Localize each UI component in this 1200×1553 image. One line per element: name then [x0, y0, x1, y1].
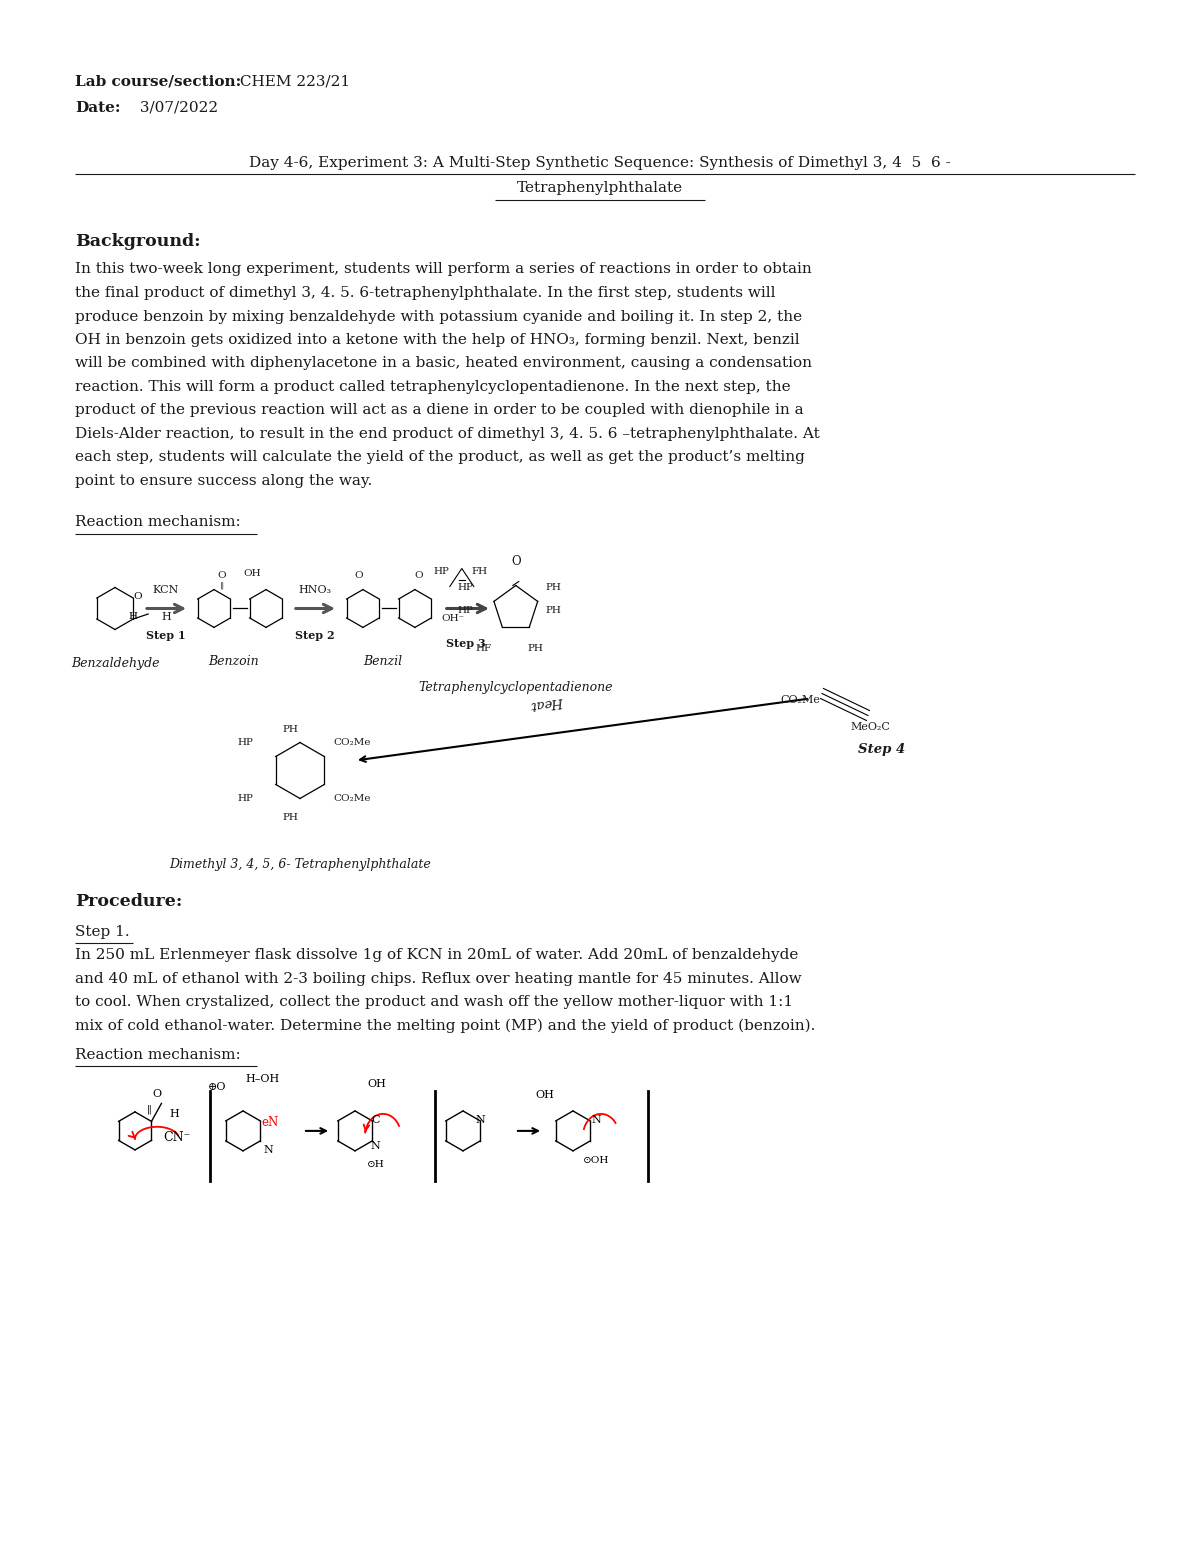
Text: OH⁻: OH⁻: [442, 615, 464, 623]
Text: In 250 mL Erlenmeyer flask dissolve 1g of KCN in 20mL of water. Add 20mL of benz: In 250 mL Erlenmeyer flask dissolve 1g o…: [74, 949, 798, 963]
Text: Step 3: Step 3: [446, 638, 486, 649]
Text: OH in benzoin gets oxidized into a ketone with the help of HNO₃, forming benzil.: OH in benzoin gets oxidized into a keton…: [74, 332, 799, 346]
Text: and 40 mL of ethanol with 2-3 boiling chips. Reflux over heating mantle for 45 m: and 40 mL of ethanol with 2-3 boiling ch…: [74, 972, 802, 986]
Text: ⊙H: ⊙H: [367, 1160, 385, 1169]
Text: PH: PH: [282, 725, 298, 735]
Text: In this two-week long experiment, students will perform a series of reactions in: In this two-week long experiment, studen…: [74, 262, 811, 276]
Text: N: N: [592, 1115, 601, 1124]
Text: Background:: Background:: [74, 233, 200, 250]
Text: to cool. When crystalized, collect the product and wash off the yellow mother-li: to cool. When crystalized, collect the p…: [74, 995, 793, 1009]
Text: will be combined with diphenylacetone in a basic, heated environment, causing a : will be combined with diphenylacetone in…: [74, 357, 812, 371]
Text: HP: HP: [457, 607, 474, 615]
Text: Diels-Alder reaction, to result in the end product of dimethyl 3, 4. 5. 6 –tetra: Diels-Alder reaction, to result in the e…: [74, 427, 820, 441]
Text: product of the previous reaction will act as a diene in order to be coupled with: product of the previous reaction will ac…: [74, 404, 804, 418]
Text: C: C: [371, 1115, 379, 1124]
Text: Day 4-6, Experiment 3: A Multi-Step Synthetic Sequence: Synthesis of Dimethyl 3,: Day 4-6, Experiment 3: A Multi-Step Synt…: [250, 155, 950, 169]
Text: Benzoin: Benzoin: [209, 655, 259, 668]
Text: eN: eN: [262, 1117, 278, 1129]
Text: Dimethyl 3, 4, 5, 6- Tetraphenylphthalate: Dimethyl 3, 4, 5, 6- Tetraphenylphthalat…: [169, 859, 431, 871]
Text: HP: HP: [457, 584, 474, 593]
Text: OH: OH: [244, 568, 260, 578]
Text: FH: FH: [472, 567, 488, 576]
Text: 3/07/2022: 3/07/2022: [134, 101, 218, 115]
Text: reaction. This will form a product called tetraphenylcyclopentadienone. In the n: reaction. This will form a product calle…: [74, 380, 791, 394]
Text: produce benzoin by mixing benzaldehyde with potassium cyanide and boiling it. In: produce benzoin by mixing benzaldehyde w…: [74, 309, 802, 323]
Text: Date:: Date:: [74, 101, 120, 115]
Text: N: N: [263, 1145, 272, 1155]
Text: Benzil: Benzil: [364, 655, 402, 668]
Text: Reaction mechanism:: Reaction mechanism:: [74, 1048, 241, 1062]
Text: CHEM 223/21: CHEM 223/21: [235, 75, 350, 89]
Text: HP: HP: [236, 794, 253, 803]
Text: mix of cold ethanol-water. Determine the melting point (MP) and the yield of pro: mix of cold ethanol-water. Determine the…: [74, 1019, 815, 1033]
Text: OH: OH: [367, 1079, 386, 1089]
Text: N: N: [370, 1141, 379, 1151]
Text: CO₂Me: CO₂Me: [780, 696, 820, 705]
Text: ⊕O: ⊕O: [208, 1082, 227, 1092]
Text: O: O: [354, 570, 364, 579]
Text: O: O: [511, 556, 521, 568]
Text: Step 1.: Step 1.: [74, 926, 130, 940]
Text: HNO₃: HNO₃: [299, 585, 331, 595]
Text: CO₂Me: CO₂Me: [334, 794, 371, 803]
Text: Benzaldehyde: Benzaldehyde: [71, 657, 160, 671]
Text: PH: PH: [546, 607, 562, 615]
Text: H: H: [128, 612, 137, 621]
Text: PH: PH: [528, 644, 544, 654]
Text: PH: PH: [282, 814, 298, 823]
Text: Reaction mechanism:: Reaction mechanism:: [74, 516, 241, 530]
Text: Step 4: Step 4: [858, 744, 905, 756]
Text: ⊙OH: ⊙OH: [583, 1155, 610, 1165]
Text: OH: OH: [535, 1090, 554, 1100]
Text: Tetraphenylphthalate: Tetraphenylphthalate: [517, 182, 683, 196]
Text: CN⁻: CN⁻: [163, 1131, 191, 1145]
Text: HP: HP: [433, 567, 450, 576]
Text: H: H: [169, 1109, 179, 1120]
Text: Heat: Heat: [530, 694, 564, 711]
Text: MeO₂C: MeO₂C: [850, 722, 890, 733]
Text: the final product of dimethyl 3, 4. 5. 6-tetraphenylphthalate. In the first step: the final product of dimethyl 3, 4. 5. 6…: [74, 286, 775, 300]
Text: O: O: [152, 1089, 161, 1100]
Text: ‖: ‖: [146, 1104, 151, 1114]
Text: HF: HF: [475, 644, 492, 654]
Text: KCN: KCN: [152, 585, 179, 595]
Text: Lab course/section:: Lab course/section:: [74, 75, 241, 89]
Text: O: O: [134, 592, 143, 601]
Text: O: O: [217, 570, 227, 579]
Text: Procedure:: Procedure:: [74, 893, 182, 910]
Text: O: O: [414, 570, 424, 579]
Text: point to ensure success along the way.: point to ensure success along the way.: [74, 474, 372, 488]
Text: each step, students will calculate the yield of the product, as well as get the : each step, students will calculate the y…: [74, 450, 805, 464]
Text: Step 2: Step 2: [295, 631, 335, 641]
Text: PH: PH: [546, 584, 562, 593]
Text: Step 1: Step 1: [146, 631, 186, 641]
Text: HP: HP: [236, 738, 253, 747]
Text: H–OH: H–OH: [245, 1075, 280, 1084]
Text: CO₂Me: CO₂Me: [334, 738, 371, 747]
Text: Tetraphenylcyclopentadienone: Tetraphenylcyclopentadienone: [419, 682, 613, 694]
Text: H: H: [161, 612, 170, 623]
Text: N: N: [475, 1115, 485, 1124]
Text: ‖: ‖: [220, 582, 224, 590]
